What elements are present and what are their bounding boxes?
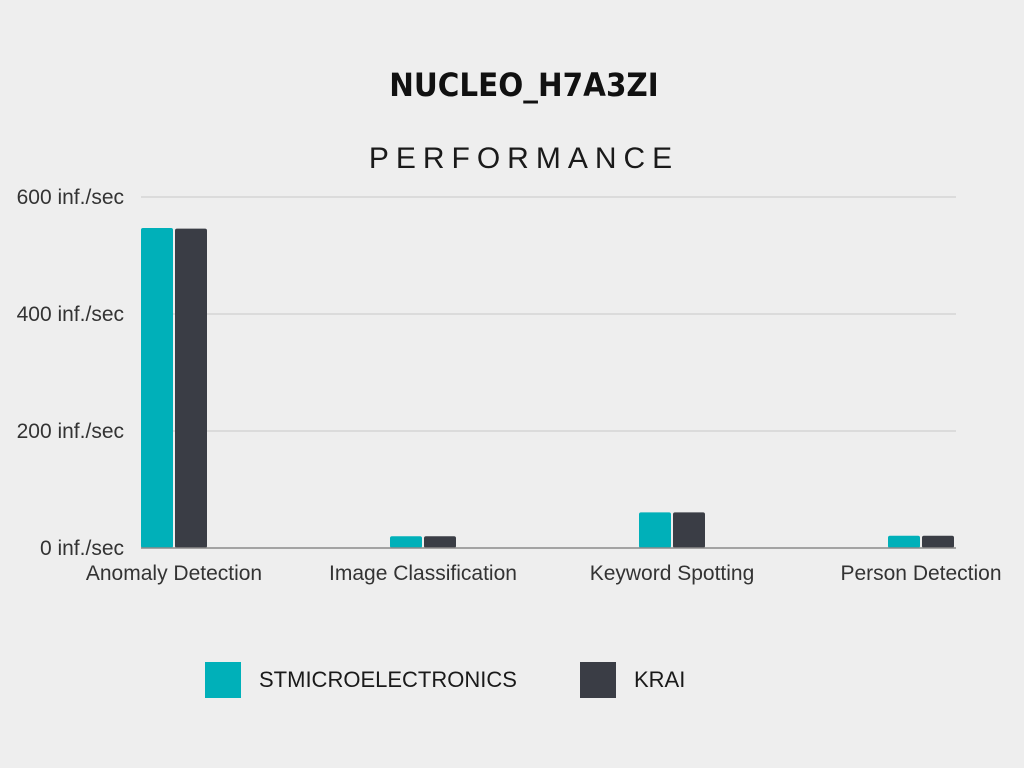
x-tick-label: Keyword Spotting (590, 562, 755, 585)
legend-label-krai: KRAI (634, 667, 686, 692)
legend-swatch-krai (580, 662, 616, 698)
bar-krai-person-detection (922, 535, 954, 548)
y-tick-label: 400 inf./sec (17, 303, 124, 326)
x-tick-label: Person Detection (840, 562, 1001, 585)
legend-swatch-stmicroelectronics (205, 662, 241, 698)
legend-item-stmicroelectronics: STMICROELECTRONICS (205, 662, 517, 698)
bar-chart: 0 inf./sec 200 inf./sec 400 inf./sec 600 in… (17, 186, 1002, 585)
y-tick-label: 0 inf./sec (40, 537, 124, 560)
legend-label-stmicroelectronics: STMICROELECTRONICS (259, 667, 517, 692)
bar-stmicroelectronics-anomaly-detection (141, 228, 173, 548)
chart-subtitle: PERFORMANCE (368, 142, 680, 175)
y-tick-label: 200 inf./sec (17, 420, 124, 443)
bar-stmicroelectronics-keyword-spotting (639, 512, 671, 548)
bar-krai-image-classification (424, 536, 456, 548)
bar-stmicroelectronics-person-detection (888, 535, 920, 548)
x-tick-label: Anomaly Detection (86, 562, 262, 585)
y-tick-label: 600 inf./sec (17, 186, 124, 209)
x-tick-label: Image Classification (329, 562, 517, 585)
bar-krai-anomaly-detection (175, 228, 207, 548)
chart-title: NUCLEO_H7A3ZI (389, 66, 659, 104)
legend: STMICROELECTRONICS KRAI (0, 662, 1024, 698)
legend-item-krai: KRAI (580, 662, 685, 698)
bar-krai-keyword-spotting (673, 512, 705, 548)
bar-stmicroelectronics-image-classification (390, 536, 422, 548)
